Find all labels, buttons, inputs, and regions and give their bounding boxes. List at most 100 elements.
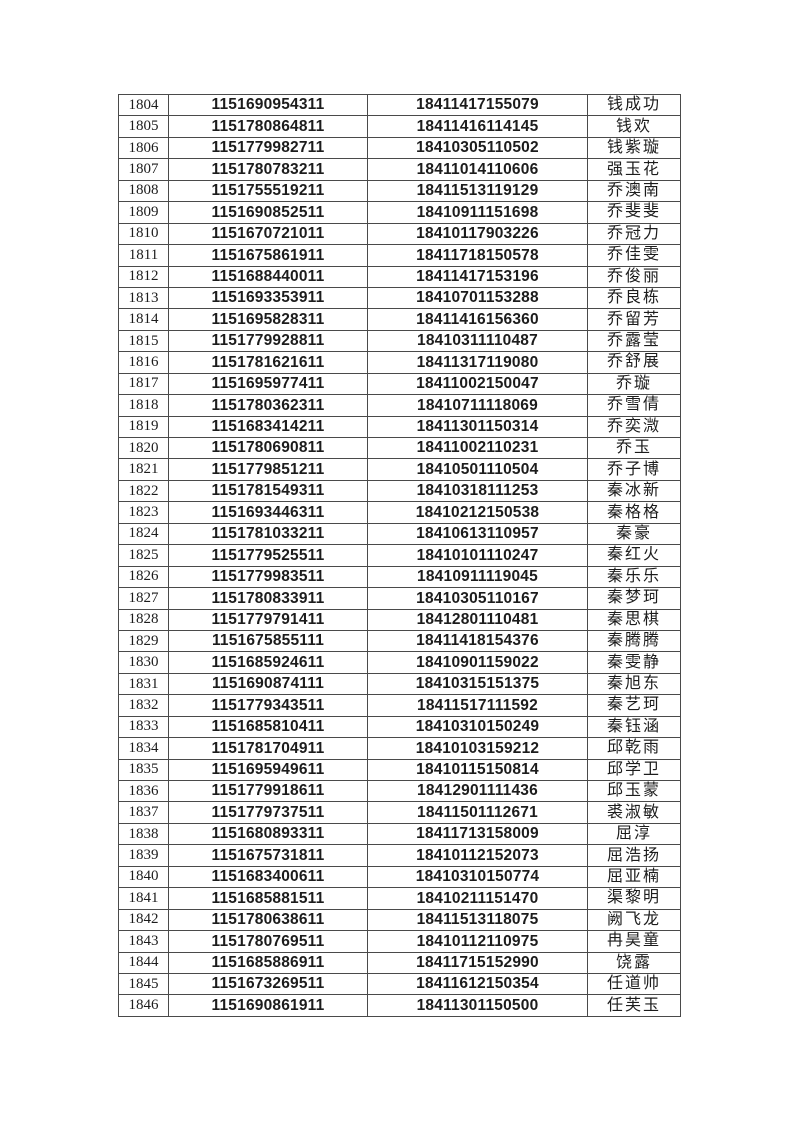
cell-row-number: 1808 bbox=[118, 179, 169, 203]
table-row: 1823 1151693446311 18410212150538 秦格格 bbox=[118, 501, 681, 524]
table-row: 1826 1151779983511 18410911119045 秦乐乐 bbox=[118, 565, 681, 589]
cell-row-number: 1820 bbox=[118, 436, 169, 460]
cell-id-left: 1151781033211 bbox=[168, 522, 368, 546]
cell-id-left: 1151673269511 bbox=[168, 972, 368, 996]
table-row: 1820 1151780690811 18411002110231 乔玉 bbox=[118, 436, 681, 460]
table-row: 1804 1151690954311 18411417155079 钱成功 bbox=[118, 93, 681, 117]
cell-name: 屈亚楠 bbox=[587, 865, 681, 889]
cell-id-left: 1151675731811 bbox=[168, 844, 368, 867]
cell-id-left: 1151680893311 bbox=[168, 822, 368, 846]
cell-id-left: 1151780864811 bbox=[168, 115, 368, 138]
table-row: 1808 1151755519211 18411513119129 乔澳南 bbox=[118, 179, 681, 203]
roster-table: 1804 1151690954311 18411417155079 钱成功 1805 11… bbox=[118, 93, 681, 1017]
table-row: 1811 1151675861911 18411718150578 乔佳雯 bbox=[118, 244, 681, 267]
table-row: 1813 1151693353911 18410701153288 乔良栋 bbox=[118, 286, 681, 310]
cell-name: 秦旭东 bbox=[587, 672, 681, 696]
cell-id-right: 18410117903226 bbox=[367, 222, 588, 246]
cell-row-number: 1816 bbox=[118, 351, 169, 374]
cell-name: 屈淳 bbox=[587, 822, 681, 846]
cell-id-right: 18411002150047 bbox=[367, 372, 588, 396]
cell-row-number: 1833 bbox=[118, 715, 169, 739]
table-row: 1829 1151675855111 18411418154376 秦腾腾 bbox=[118, 629, 681, 653]
cell-id-left: 1151685924611 bbox=[168, 651, 368, 674]
cell-id-right: 18411713158009 bbox=[367, 822, 588, 846]
table-row: 1842 1151780638611 18411513118075 阙飞龙 bbox=[118, 908, 681, 932]
cell-row-number: 1843 bbox=[118, 930, 169, 953]
cell-id-left: 1151780833911 bbox=[168, 587, 368, 610]
cell-id-left: 1151779983511 bbox=[168, 565, 368, 589]
cell-id-right: 18410310150774 bbox=[367, 865, 588, 889]
cell-row-number: 1804 bbox=[118, 93, 169, 117]
cell-id-right: 18411718150578 bbox=[367, 244, 588, 267]
cell-row-number: 1844 bbox=[118, 951, 169, 974]
cell-name: 乔留芳 bbox=[587, 308, 681, 331]
cell-row-number: 1832 bbox=[118, 694, 169, 717]
table-row: 1821 1151779851211 18410501110504 乔子博 bbox=[118, 458, 681, 481]
table-row: 1818 1151780362311 18410711118069 乔雪倩 bbox=[118, 394, 681, 417]
cell-row-number: 1835 bbox=[118, 758, 169, 782]
cell-name: 乔俊丽 bbox=[587, 265, 681, 288]
cell-id-left: 1151685881511 bbox=[168, 887, 368, 910]
cell-row-number: 1815 bbox=[118, 329, 169, 353]
table-row: 1836 1151779918611 18412901111436 邱玉蒙 bbox=[118, 779, 681, 803]
cell-name: 钱欢 bbox=[587, 115, 681, 138]
cell-id-left: 1151780638611 bbox=[168, 908, 368, 932]
cell-id-right: 18411513119129 bbox=[367, 179, 588, 203]
cell-id-left: 1151685886911 bbox=[168, 951, 368, 974]
cell-name: 冉昊童 bbox=[587, 930, 681, 953]
table-row: 1824 1151781033211 18410613110957 秦豪 bbox=[118, 522, 681, 546]
cell-row-number: 1826 bbox=[118, 565, 169, 589]
table-row: 1839 1151675731811 18410112152073 屈浩扬 bbox=[118, 844, 681, 867]
cell-row-number: 1824 bbox=[118, 522, 169, 546]
cell-id-right: 18410112152073 bbox=[367, 844, 588, 867]
table-row: 1838 1151680893311 18411713158009 屈淳 bbox=[118, 822, 681, 846]
cell-id-left: 1151780783211 bbox=[168, 158, 368, 181]
cell-name: 乔佳雯 bbox=[587, 244, 681, 267]
cell-row-number: 1812 bbox=[118, 265, 169, 288]
table-row: 1805 1151780864811 18411416114145 钱欢 bbox=[118, 115, 681, 138]
table-row: 1841 1151685881511 18410211151470 渠黎明 bbox=[118, 887, 681, 910]
cell-id-left: 1151690852511 bbox=[168, 201, 368, 224]
cell-name: 任道帅 bbox=[587, 972, 681, 996]
cell-id-left: 1151683414211 bbox=[168, 415, 368, 439]
cell-id-right: 18411417153196 bbox=[367, 265, 588, 288]
cell-id-right: 18412801110481 bbox=[367, 608, 588, 631]
cell-name: 乔玉 bbox=[587, 436, 681, 460]
cell-id-left: 1151780769511 bbox=[168, 930, 368, 953]
cell-id-left: 1151685810411 bbox=[168, 715, 368, 739]
cell-row-number: 1810 bbox=[118, 222, 169, 246]
cell-id-right: 18410911119045 bbox=[367, 565, 588, 589]
cell-id-left: 1151779928811 bbox=[168, 329, 368, 353]
cell-id-left: 1151781621611 bbox=[168, 351, 368, 374]
cell-id-right: 18410501110504 bbox=[367, 458, 588, 481]
cell-id-left: 1151780690811 bbox=[168, 436, 368, 460]
table-row: 1825 1151779525511 18410101110247 秦红火 bbox=[118, 544, 681, 567]
table-row: 1819 1151683414211 18411301150314 乔奕溦 bbox=[118, 415, 681, 439]
cell-name: 邱玉蒙 bbox=[587, 779, 681, 803]
cell-name: 屈浩扬 bbox=[587, 844, 681, 867]
cell-row-number: 1828 bbox=[118, 608, 169, 631]
cell-id-right: 18410911151698 bbox=[367, 201, 588, 224]
cell-id-left: 1151779791411 bbox=[168, 608, 368, 631]
cell-id-left: 1151675855111 bbox=[168, 629, 368, 653]
table-row: 1812 1151688440011 18411417153196 乔俊丽 bbox=[118, 265, 681, 288]
table-row: 1837 1151779737511 18411501112671 裘淑敏 bbox=[118, 801, 681, 824]
cell-row-number: 1805 bbox=[118, 115, 169, 138]
table-row: 1807 1151780783211 18411014110606 强玉花 bbox=[118, 158, 681, 181]
cell-row-number: 1836 bbox=[118, 779, 169, 803]
cell-id-right: 18412901111436 bbox=[367, 779, 588, 803]
cell-row-number: 1823 bbox=[118, 501, 169, 524]
roster-table-body: 1804 1151690954311 18411417155079 钱成功 1805 11… bbox=[118, 93, 681, 1017]
cell-row-number: 1825 bbox=[118, 544, 169, 567]
cell-id-right: 18410103159212 bbox=[367, 737, 588, 760]
cell-id-left: 1151695949611 bbox=[168, 758, 368, 782]
cell-name: 秦乐乐 bbox=[587, 565, 681, 589]
cell-name: 阙飞龙 bbox=[587, 908, 681, 932]
cell-id-left: 1151779851211 bbox=[168, 458, 368, 481]
cell-id-right: 18411014110606 bbox=[367, 158, 588, 181]
table-row: 1815 1151779928811 18410311110487 乔露莹 bbox=[118, 329, 681, 353]
cell-id-left: 1151779918611 bbox=[168, 779, 368, 803]
table-row: 1814 1151695828311 18411416156360 乔留芳 bbox=[118, 308, 681, 331]
cell-name: 乔良栋 bbox=[587, 286, 681, 310]
cell-id-right: 18411416156360 bbox=[367, 308, 588, 331]
